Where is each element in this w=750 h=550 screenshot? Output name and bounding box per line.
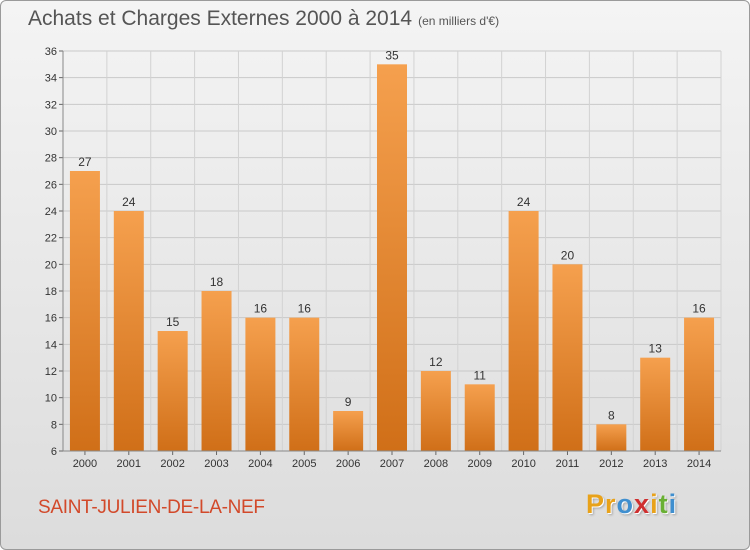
x-tick-label-2006: 2006 — [336, 458, 360, 470]
value-label-2012: 8 — [608, 408, 615, 422]
x-tick-label-2010: 2010 — [511, 458, 535, 470]
y-tick-label: 20 — [45, 259, 57, 271]
chart-title: Achats et Charges Externes 2000 à 2014 (e… — [28, 7, 499, 31]
x-tick-label-2003: 2003 — [204, 458, 228, 470]
bar-2000 — [69, 171, 100, 451]
x-tick-label-2008: 2008 — [424, 458, 448, 470]
logo-letter: o — [616, 489, 635, 519]
value-label-2013: 13 — [649, 342, 663, 356]
value-label-2011: 20 — [561, 248, 575, 262]
y-tick-label: 22 — [45, 233, 57, 245]
bar-2006 — [333, 411, 364, 451]
bar-2007 — [377, 64, 407, 452]
y-tick-label: 32 — [45, 99, 57, 111]
x-tick-label-2002: 2002 — [160, 458, 184, 470]
bar-2004 — [245, 317, 276, 451]
value-label-2010: 24 — [517, 195, 531, 209]
value-label-2007: 35 — [385, 48, 399, 62]
bar-2013 — [640, 357, 671, 451]
x-tick-label-2012: 2012 — [599, 458, 623, 470]
y-tick-label: 30 — [45, 126, 57, 138]
value-label-2009: 11 — [473, 368, 486, 382]
chart-title-text: Achats et Charges Externes 2000 à 2014 — [28, 7, 413, 30]
logo-letter: i — [650, 489, 659, 519]
x-tick-label-2013: 2013 — [643, 458, 667, 470]
bar-2008 — [420, 371, 451, 451]
bar-2014 — [684, 317, 715, 451]
y-tick-label: 26 — [45, 179, 57, 191]
bar-2009 — [464, 384, 495, 451]
logo-letter: x — [634, 489, 651, 519]
bar-2002 — [157, 331, 188, 451]
value-label-2014: 16 — [692, 302, 706, 316]
y-tick-label: 28 — [45, 153, 57, 165]
x-tick-label-2014: 2014 — [687, 458, 711, 470]
y-tick-label: 12 — [45, 366, 57, 378]
value-label-2008: 12 — [429, 355, 443, 369]
x-tick-label-2011: 2011 — [556, 458, 580, 470]
y-tick-label: 24 — [45, 206, 57, 218]
y-tick-label: 16 — [45, 313, 57, 325]
y-tick-label: 8 — [51, 419, 57, 431]
value-label-2006: 9 — [345, 395, 352, 409]
x-tick-label-2005: 2005 — [292, 458, 316, 470]
bar-2005 — [289, 317, 320, 451]
bar-2010 — [508, 211, 539, 451]
y-tick-label: 14 — [45, 339, 57, 351]
x-tick-label-2007: 2007 — [380, 458, 404, 470]
bar-2011 — [552, 264, 583, 451]
value-label-2005: 16 — [298, 302, 312, 316]
y-axis: 6 8 10 12 14 16 18 20 22 24 26 28 30 32 34 36 — [45, 46, 64, 458]
value-label-2002: 15 — [166, 315, 180, 329]
y-tick-label: 34 — [45, 73, 57, 85]
town-name: SAINT-JULIEN-DE-LA-NEF — [38, 497, 265, 518]
proxiti-logo: Proxiti — [586, 489, 677, 520]
value-label-2000: 27 — [78, 155, 92, 169]
logo-letter: r — [605, 489, 617, 519]
logo-letter: P — [586, 489, 606, 519]
x-tick-label-2009: 2009 — [467, 458, 491, 470]
value-label-2003: 18 — [210, 275, 224, 289]
logo-letter: i — [668, 489, 678, 519]
value-label-2004: 16 — [254, 302, 268, 316]
x-axis: 2000 2001 2002 2003 2004 2005 2006 2007 2008 2009… — [63, 450, 721, 470]
y-tick-label: 36 — [45, 46, 57, 58]
y-tick-label: 6 — [51, 446, 57, 458]
y-tick-label: 18 — [45, 286, 57, 298]
bar-2012 — [596, 424, 627, 451]
x-tick-label-2001: 2001 — [117, 458, 141, 470]
bar-2003 — [201, 291, 232, 451]
bars: 27 24 15 18 16 16 9 35 12 11 24 20 8 13 16 — [69, 48, 715, 452]
bar-2001 — [113, 211, 144, 451]
x-tick-label-2004: 2004 — [248, 458, 272, 470]
chart-subtitle: (en milliers d'€) — [418, 14, 500, 28]
x-tick-label-2000: 2000 — [73, 458, 97, 470]
logo-letter: t — [658, 489, 669, 519]
y-tick-label: 10 — [45, 393, 57, 405]
value-label-2001: 24 — [122, 195, 136, 209]
